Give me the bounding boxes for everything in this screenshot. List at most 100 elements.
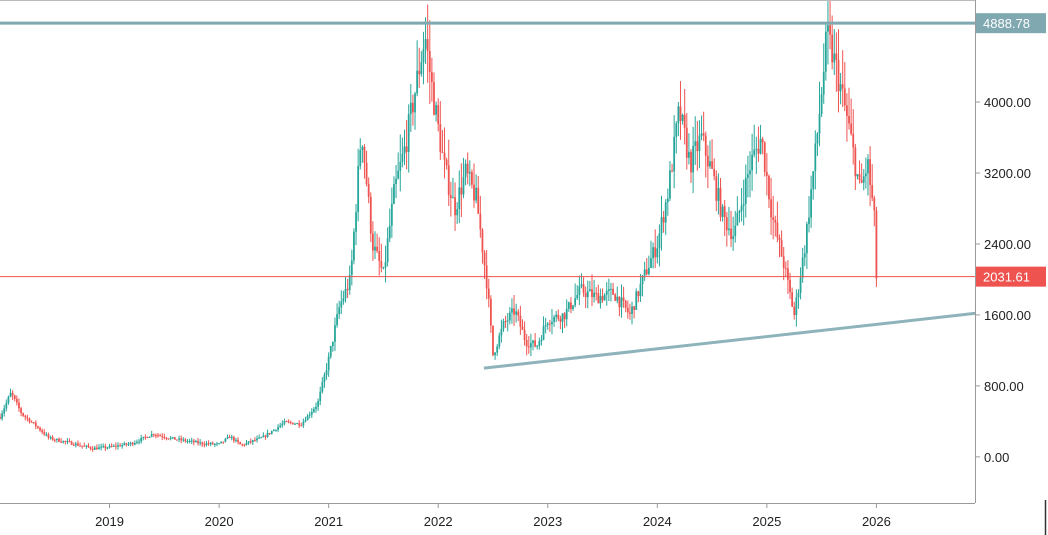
candle-body — [591, 289, 593, 298]
candle-body — [77, 443, 79, 446]
candle-body — [673, 136, 676, 172]
candle-body — [245, 442, 248, 445]
candle-body — [218, 443, 221, 445]
candle-body — [736, 212, 739, 226]
candle-body — [681, 114, 684, 121]
candle-body — [458, 187, 461, 210]
candle-body — [477, 187, 480, 214]
candle-body — [487, 288, 490, 299]
candle-body — [822, 71, 825, 95]
candle-body — [757, 148, 760, 154]
candle-body — [449, 195, 452, 199]
candle-body — [173, 437, 176, 440]
candle-body — [778, 237, 781, 241]
y-tick-label: 0.00 — [984, 450, 1009, 465]
candle-body — [395, 178, 397, 185]
candle-body — [521, 326, 524, 330]
candle-body — [32, 422, 35, 424]
support-trendline — [483, 311, 977, 370]
candle-body — [837, 59, 840, 92]
candle-body — [5, 402, 8, 409]
candle-body — [595, 292, 598, 294]
candle-body — [388, 225, 391, 239]
candle-body — [355, 212, 357, 232]
candle-body — [572, 305, 574, 310]
candle-body — [660, 217, 663, 234]
candle-body — [827, 25, 829, 32]
candle-body — [127, 443, 130, 445]
candle-body — [43, 432, 46, 435]
candle-body — [422, 48, 425, 63]
candle-body — [814, 143, 817, 172]
candle-body — [350, 260, 353, 276]
candle-body — [144, 436, 147, 438]
candle-body — [654, 247, 657, 258]
candle-body — [603, 294, 606, 301]
candle-body — [13, 395, 16, 399]
candle-body — [72, 444, 75, 446]
candle-body — [513, 308, 515, 315]
candle-body — [782, 256, 785, 269]
candle-body — [546, 323, 549, 326]
candle-body — [247, 441, 250, 443]
candle-body — [338, 307, 341, 315]
candle-body — [753, 149, 756, 155]
candle-body — [460, 187, 463, 195]
candle-body — [593, 292, 596, 298]
candle-body — [833, 53, 836, 63]
candle-body — [536, 345, 539, 347]
candle-body — [87, 445, 90, 448]
candle-body — [178, 438, 180, 440]
candle-body — [548, 323, 551, 325]
candle-body — [298, 423, 301, 426]
candle-body — [534, 340, 537, 347]
candle-body — [390, 203, 393, 226]
candle-body — [588, 289, 591, 292]
resistance-price-badge: 4888.78 — [976, 13, 1046, 34]
candle-body — [700, 133, 703, 136]
candle-body — [374, 246, 376, 251]
candle-body — [416, 70, 419, 94]
candle-body — [641, 275, 644, 285]
candle-body — [123, 443, 126, 446]
candle-body — [441, 151, 444, 153]
candle-body — [226, 436, 229, 439]
candle-body — [228, 436, 231, 438]
candle-body — [776, 222, 779, 238]
candle-body — [367, 184, 370, 197]
candle-body — [540, 339, 543, 342]
candle-body — [864, 173, 867, 177]
candle-body — [610, 288, 612, 290]
candle-body — [235, 439, 237, 441]
candle-body — [34, 422, 37, 427]
candle-body — [93, 447, 96, 450]
candle-body — [268, 433, 271, 435]
candle-body — [439, 124, 442, 152]
candle-body — [279, 425, 282, 428]
candle-body — [860, 180, 863, 183]
candle-body — [751, 154, 754, 171]
candle-body — [725, 217, 728, 231]
candle-body — [331, 341, 334, 347]
candle-body — [357, 166, 360, 213]
candle-body — [58, 438, 60, 442]
candle-body — [306, 415, 309, 421]
candles — [0, 0, 878, 452]
x-tick-label: 2022 — [424, 514, 453, 529]
candle-body — [452, 197, 454, 199]
candle-body — [26, 417, 29, 419]
candle-body — [371, 233, 374, 251]
candle-body — [317, 401, 320, 407]
candle-body — [110, 445, 113, 447]
candle-body — [28, 418, 31, 422]
candle-body — [445, 159, 448, 166]
resistance-price-label: 4888.78 — [983, 16, 1030, 31]
candle-body — [308, 414, 311, 416]
candle-body — [199, 442, 202, 444]
candle-body — [462, 177, 465, 195]
candle-body — [327, 356, 330, 371]
candle-body — [403, 146, 406, 154]
candle-body — [694, 141, 697, 146]
candle-body — [426, 39, 429, 51]
candle-body — [275, 429, 277, 431]
